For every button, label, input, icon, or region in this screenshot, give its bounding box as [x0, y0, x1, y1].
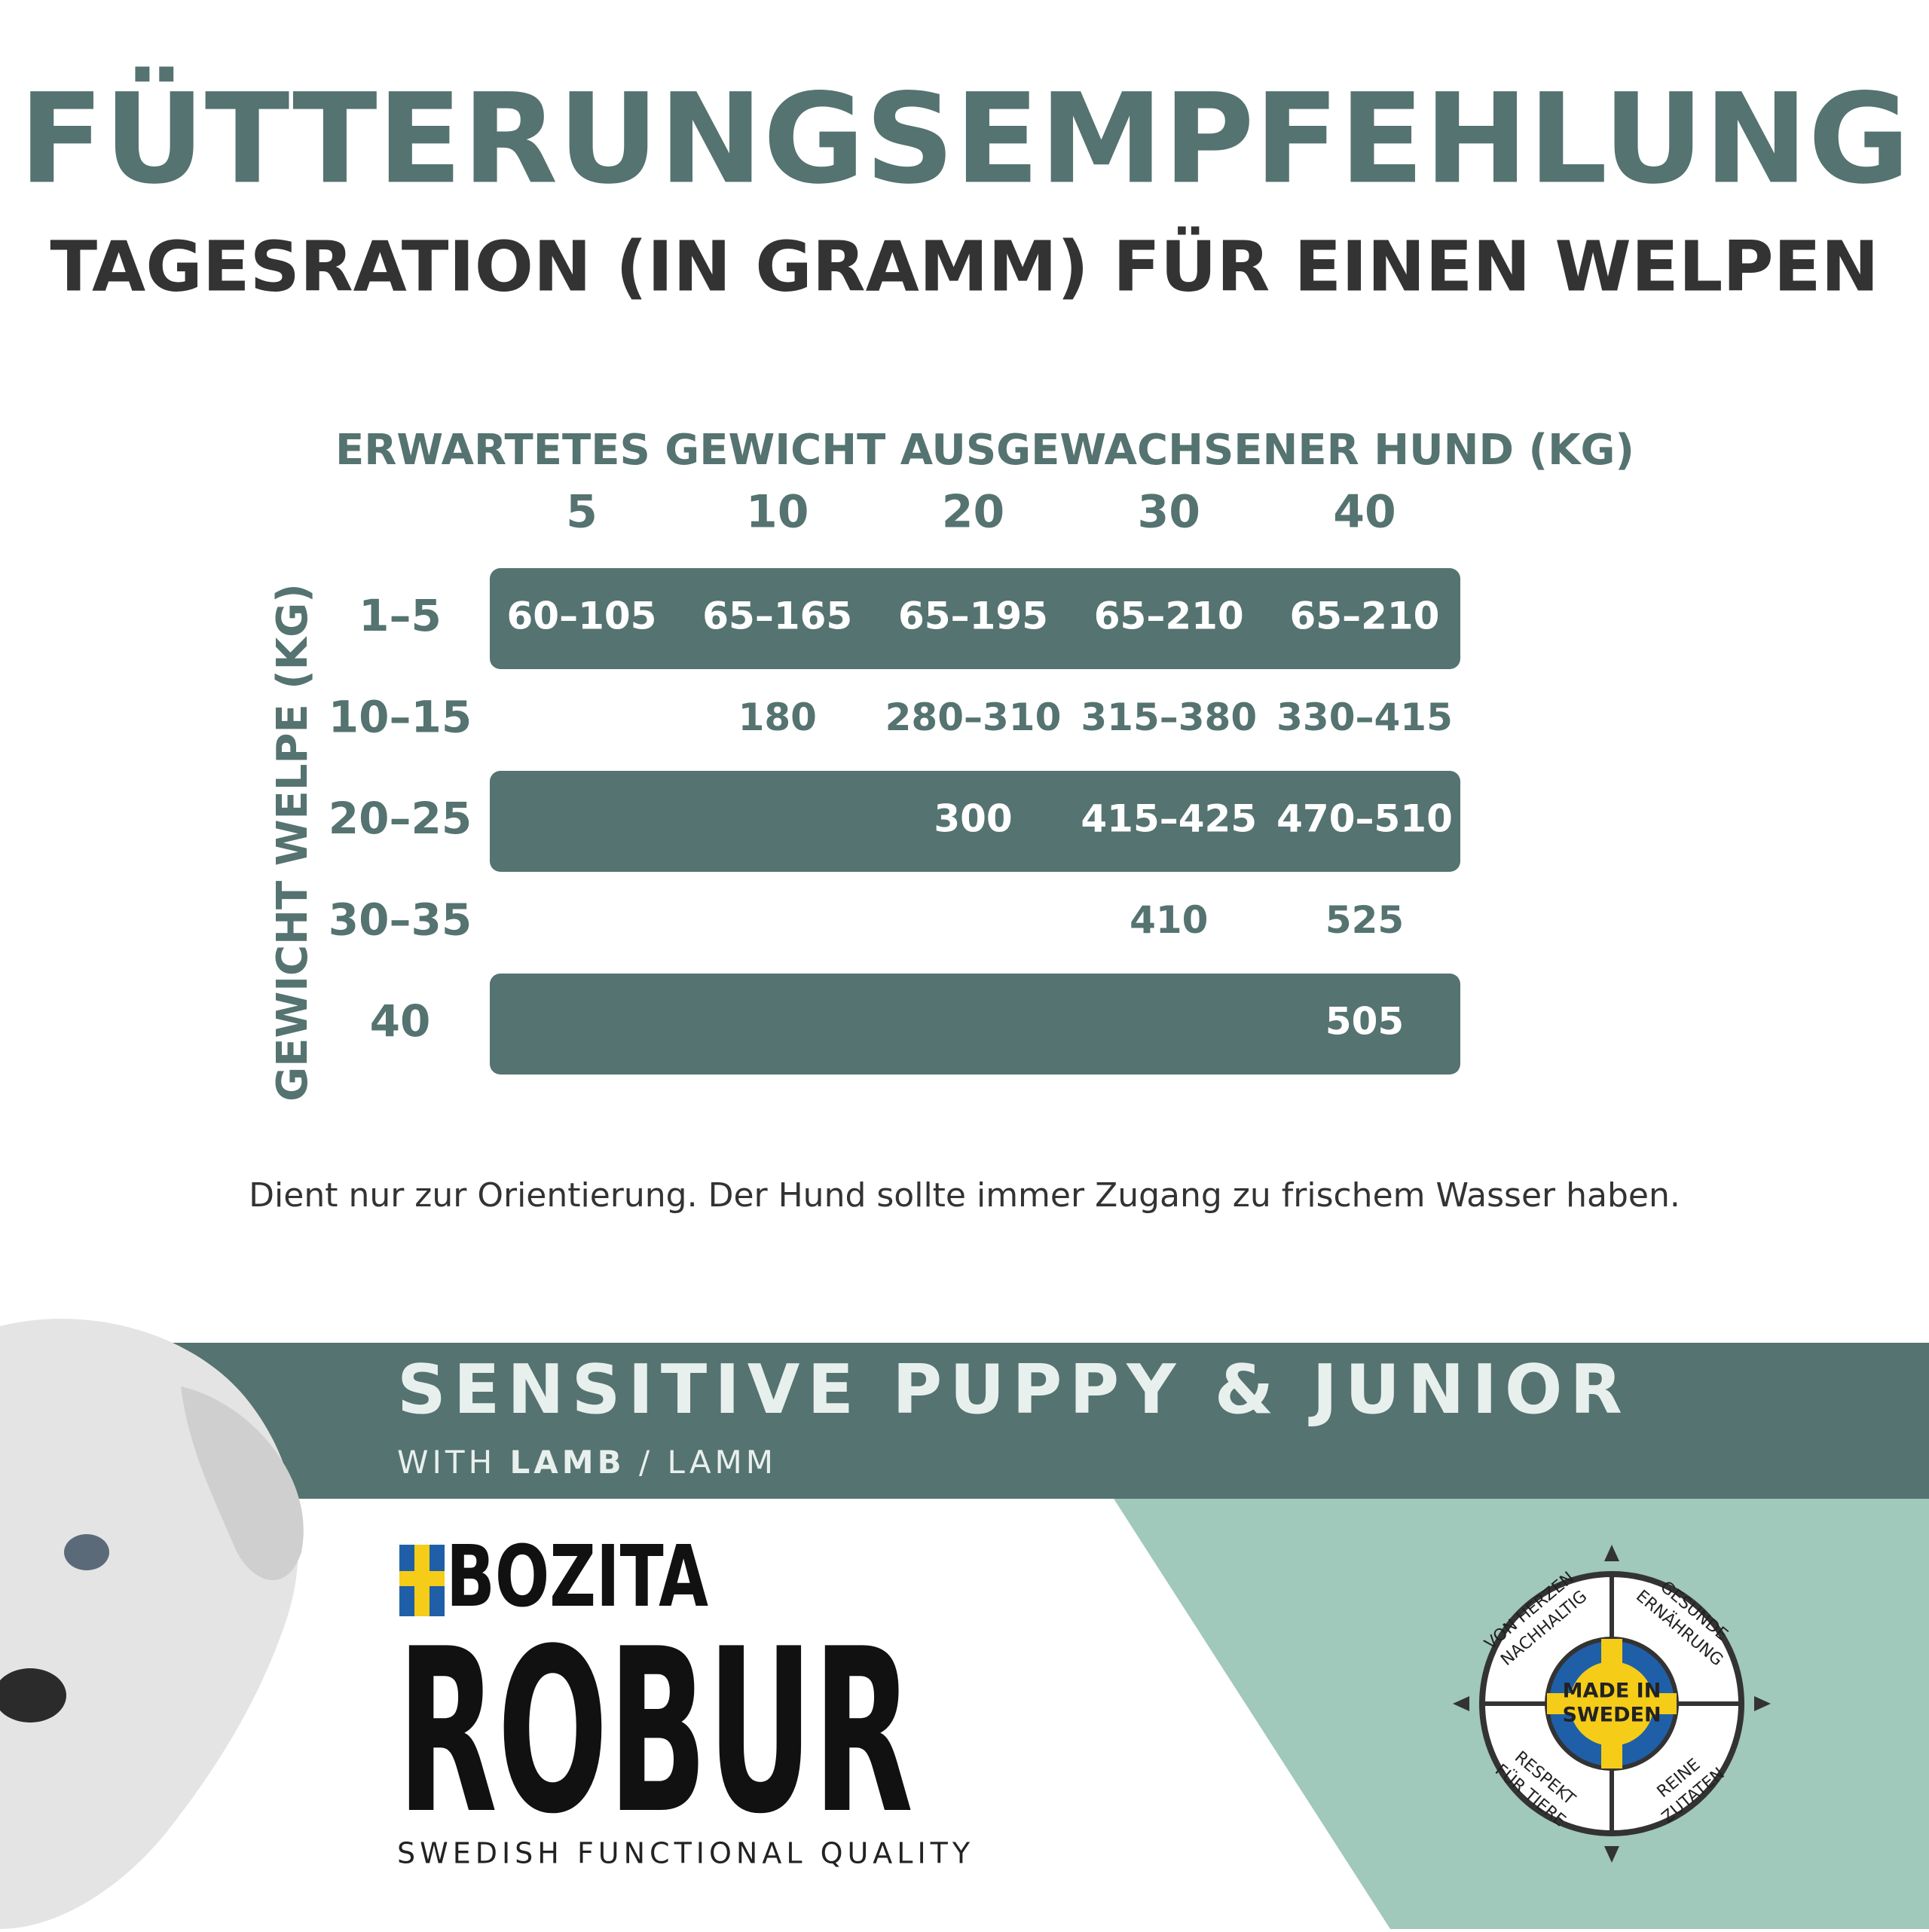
product-variant: WITH LAMB / LAMM: [397, 1444, 777, 1481]
column-header: ERWARTETES GEWICHT AUSGEWACHSENER HUND (…: [335, 426, 1634, 475]
tagline: SWEDISH FUNCTIONAL QUALITY: [397, 1837, 974, 1870]
with: WITH: [397, 1444, 496, 1481]
badge-center: MADE IN: [1563, 1680, 1662, 1703]
product-band: [0, 1343, 1929, 1499]
row-label: 1–5: [359, 590, 442, 641]
puppy-illustration: [0, 1319, 304, 1929]
row-label: 10–15: [329, 692, 472, 743]
row-label: 30–35: [329, 894, 472, 946]
cell: 315–380: [1081, 695, 1257, 739]
title: FÜTTERUNGSEMPFEHLUNG: [19, 66, 1910, 211]
row-band: [490, 568, 1460, 669]
cell: 505: [1325, 1000, 1404, 1044]
feeding-table: 5 10 20 30 40 1–5 60–105 65–165 65–195 65–210 65–2…: [329, 486, 1460, 1075]
note: Dient nur zur Orientierung. Der Hund sol…: [249, 1176, 1680, 1215]
cell: 410: [1130, 898, 1208, 942]
maker-logo: BOZITA: [446, 1528, 708, 1626]
cell: 65–195: [898, 595, 1048, 638]
row-label: 40: [370, 995, 431, 1047]
cell: 65–210: [1094, 595, 1244, 638]
column-label: 20: [942, 486, 1005, 539]
row-header: GEWICHT WELPE (KG): [268, 583, 317, 1102]
subtitle: TAGESRATION (IN GRAMM) FÜR EINEN WELPEN: [50, 225, 1879, 307]
column-label: 40: [1333, 486, 1396, 539]
column-label: 10: [746, 486, 809, 539]
cell: 300: [934, 797, 1012, 841]
lamm: / LAMM: [639, 1444, 777, 1481]
row-band: [490, 771, 1460, 872]
row-band: [490, 974, 1460, 1075]
cell: 415–425: [1081, 797, 1257, 841]
product-name: SENSITIVE PUPPY & JUNIOR: [397, 1350, 1630, 1429]
cell: 280–310: [885, 695, 1062, 739]
cell: 330–415: [1276, 695, 1453, 739]
line-logo: ROBUR: [397, 1600, 913, 1863]
cell: 60–105: [507, 595, 657, 638]
cell: 65–165: [702, 595, 852, 638]
swedish-flag: [399, 1545, 445, 1616]
cell: 65–210: [1290, 595, 1440, 638]
badge-center: SWEDEN: [1562, 1704, 1661, 1727]
lamb: LAMB: [510, 1444, 625, 1481]
cell: 525: [1325, 898, 1404, 942]
cell: 470–510: [1276, 797, 1453, 841]
column-label: 5: [566, 486, 598, 539]
column-label: 30: [1138, 486, 1201, 539]
row-label: 20–25: [329, 793, 472, 844]
cell: 180: [738, 695, 817, 739]
